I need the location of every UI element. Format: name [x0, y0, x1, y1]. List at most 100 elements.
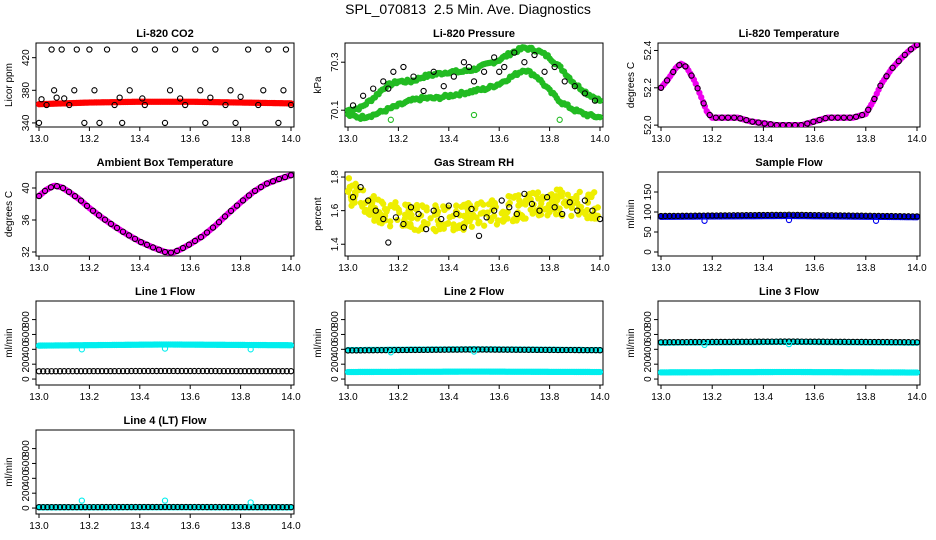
series-1-point: [773, 121, 780, 127]
plot-frame: [35, 429, 295, 515]
series-2-point: [216, 367, 223, 375]
series-1-point: [126, 87, 133, 94]
x-tick-label: 13.8: [540, 134, 560, 145]
series-2-point: [94, 367, 101, 375]
series-1-point: [849, 212, 857, 219]
series-2-point: [69, 368, 76, 375]
series-1-point: [589, 207, 596, 214]
series-1-point: [865, 106, 872, 113]
x-tick-label: 13.0: [651, 134, 671, 145]
plot-area: [658, 338, 920, 376]
series-1-point: [596, 114, 603, 121]
series-2-point: [40, 368, 47, 375]
y-axis-label: degrees C: [626, 62, 637, 108]
series-1-point: [182, 101, 189, 109]
series-2-point: [254, 367, 261, 375]
y-tick-label: 0: [21, 376, 32, 382]
series-1-point: [700, 100, 707, 107]
series-1-point: [101, 216, 109, 223]
series-1-point: [191, 503, 198, 511]
series-2-point: [199, 367, 206, 375]
series-1-point: [161, 503, 169, 511]
x-tick-label: 13.2: [389, 134, 409, 145]
series-1-point: [658, 212, 665, 220]
series-1-point: [251, 187, 259, 195]
x-tick-label: 14.0: [907, 263, 927, 274]
panel-title: Ambient Box Temperature: [97, 157, 234, 169]
series-2-point: [412, 346, 419, 354]
series-1-point: [119, 228, 127, 235]
series-1-point: [422, 225, 430, 233]
series-1-point: [506, 204, 513, 211]
series-0-point: [559, 189, 566, 196]
series-1-point: [760, 211, 767, 219]
series-1-point: [167, 249, 175, 256]
series-1-point: [674, 212, 682, 219]
series-2-point: [187, 367, 194, 375]
series-2-point: [832, 338, 840, 345]
x-tick-label: 13.6: [489, 392, 509, 403]
series-1-point: [96, 119, 103, 127]
series-2-point: [521, 59, 528, 66]
series-2-point: [399, 346, 406, 354]
series-1-point: [56, 503, 64, 511]
series-1-point: [846, 114, 854, 121]
series-0-point: [427, 215, 434, 222]
series-1-point: [755, 119, 762, 126]
y-axis-label: kPa: [313, 76, 324, 94]
series-1-point: [913, 213, 920, 220]
series-1-point: [658, 84, 665, 91]
series-0-point: [913, 369, 920, 376]
series-1-point: [263, 180, 271, 187]
series-1-point: [185, 241, 193, 248]
series-1-point: [257, 183, 265, 191]
series-2-point: [909, 339, 916, 346]
series-1-point: [65, 503, 72, 511]
series-2-point: [588, 347, 595, 354]
series-1-point: [36, 504, 43, 511]
series-2-point: [470, 78, 478, 85]
y-axis-label: Licor ppm: [4, 63, 15, 107]
series-1-point: [140, 503, 148, 511]
y-tick-label: 800: [330, 311, 341, 328]
plot-area: [36, 341, 294, 375]
series-2-point: [212, 367, 219, 375]
series-1-point: [192, 46, 199, 53]
series-0-point: [362, 206, 370, 214]
series-2-point: [559, 346, 566, 354]
y-tick-label: 52.2: [643, 78, 654, 98]
series-1-point: [755, 211, 763, 219]
series-1-point: [143, 241, 151, 248]
series-3-point: [387, 349, 394, 356]
series-2-point: [504, 346, 511, 353]
x-tick-label: 14.0: [590, 134, 610, 145]
series-2-point: [229, 367, 236, 375]
series-1-point: [430, 207, 437, 214]
series-1-point: [581, 197, 589, 204]
series-1-point: [61, 503, 68, 511]
x-tick-label: 13.2: [80, 134, 100, 145]
x-tick-label: 14.0: [590, 392, 610, 403]
series-1-point: [819, 212, 827, 219]
series-1-point: [372, 207, 379, 214]
panel-li820-co2: Li-820 CO2 13.0 13.2 13.4 13.6 13.8 14.0 340 380…: [4, 28, 301, 145]
series-1-point: [559, 210, 566, 218]
series-2-point: [128, 367, 135, 375]
series-0-point: [424, 220, 431, 227]
series-2-point: [866, 338, 874, 346]
series-1-point: [543, 194, 551, 201]
series-1-point: [113, 224, 121, 232]
series-1-point: [810, 118, 817, 125]
series-2-point: [136, 367, 143, 375]
series-1-point: [141, 101, 148, 109]
series-1-point: [227, 207, 235, 215]
x-tick-label: 13.8: [856, 134, 876, 145]
series-1-point: [61, 95, 68, 102]
series-2-point: [98, 367, 106, 375]
series-1-point: [161, 119, 169, 127]
series-1-point: [250, 503, 257, 511]
series-1-point: [676, 61, 683, 69]
x-tick-label: 13.0: [651, 263, 671, 274]
series-1-point: [166, 87, 174, 94]
x-tick-label: 13.8: [540, 263, 560, 274]
